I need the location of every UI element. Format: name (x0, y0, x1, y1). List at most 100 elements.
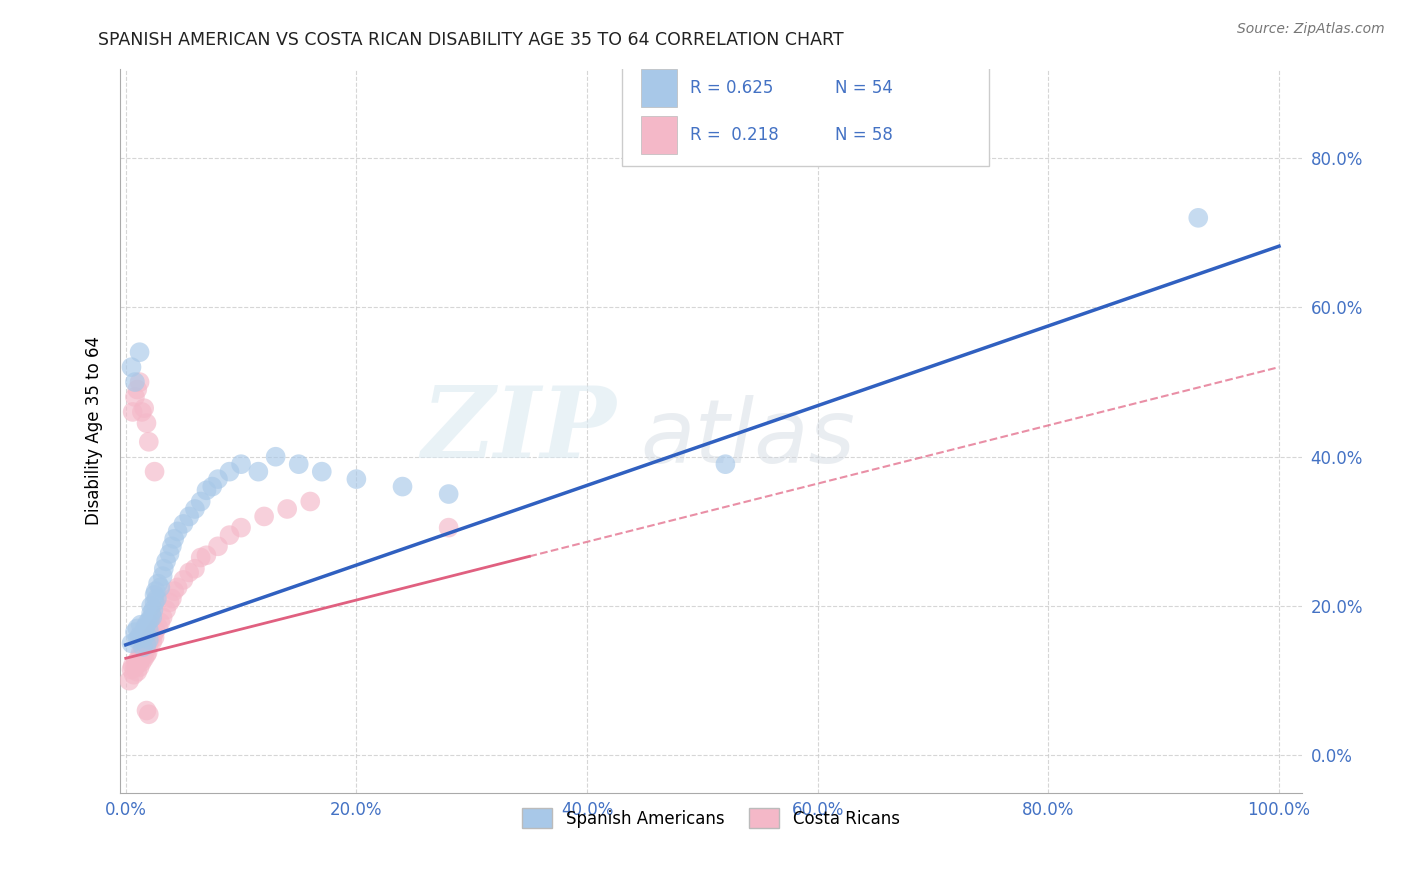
Point (143, 595, 166, 609)
Point (143, 631, 166, 645)
FancyBboxPatch shape (623, 65, 988, 166)
Point (127, 651, 149, 665)
Point (138, 632, 160, 647)
Y-axis label: Disability Age 35 to 64: Disability Age 35 to 64 (86, 336, 103, 525)
Point (135, 704, 157, 718)
Point (135, 638, 157, 652)
Point (299, 494, 322, 508)
Point (287, 457, 309, 471)
Point (276, 502, 298, 516)
Point (129, 645, 152, 659)
Point (127, 632, 149, 647)
Point (124, 660, 146, 674)
Point (124, 390, 146, 404)
Point (218, 465, 240, 479)
Point (134, 644, 156, 658)
Point (155, 603, 177, 617)
Point (138, 434, 160, 449)
Point (160, 591, 183, 606)
Point (160, 539, 183, 553)
Point (135, 627, 157, 641)
Point (247, 465, 270, 479)
Point (124, 625, 146, 640)
Point (127, 657, 149, 672)
Point (134, 620, 156, 634)
Point (184, 562, 207, 576)
Point (121, 636, 143, 650)
Point (172, 573, 194, 587)
Point (149, 580, 172, 594)
Text: N = 54: N = 54 (835, 79, 893, 97)
Point (134, 401, 156, 416)
Point (139, 629, 162, 643)
Point (344, 472, 367, 486)
Point (159, 547, 181, 561)
Point (145, 623, 167, 637)
Point (152, 569, 174, 583)
Point (132, 640, 155, 654)
Point (132, 631, 155, 645)
Point (141, 635, 163, 649)
Point (714, 457, 737, 471)
Point (128, 629, 150, 643)
Point (132, 642, 155, 657)
Point (135, 648, 157, 662)
Point (218, 528, 240, 542)
Point (190, 494, 212, 508)
Text: R = 0.625: R = 0.625 (690, 79, 773, 97)
Point (143, 588, 166, 602)
Point (146, 576, 169, 591)
Point (139, 607, 162, 621)
Point (138, 638, 160, 652)
Point (195, 483, 218, 498)
Point (139, 599, 162, 613)
FancyBboxPatch shape (641, 70, 676, 107)
Point (146, 591, 169, 606)
Text: atlas: atlas (640, 395, 855, 481)
Point (201, 479, 224, 493)
Point (127, 383, 149, 397)
Point (142, 603, 165, 617)
Text: ZIP: ZIP (422, 383, 616, 479)
Point (437, 521, 460, 535)
Point (391, 479, 413, 493)
Point (195, 548, 218, 562)
Point (184, 502, 207, 516)
Point (121, 360, 143, 375)
Point (122, 667, 145, 681)
Point (132, 648, 155, 662)
Text: Source: ZipAtlas.com: Source: ZipAtlas.com (1237, 22, 1385, 37)
Point (172, 516, 194, 531)
Text: SPANISH AMERICAN VS COSTA RICAN DISABILITY AGE 35 TO 64 CORRELATION CHART: SPANISH AMERICAN VS COSTA RICAN DISABILI… (98, 31, 844, 49)
Point (437, 487, 460, 501)
Point (229, 457, 252, 471)
Point (149, 615, 172, 630)
Point (311, 465, 333, 479)
Point (135, 640, 157, 654)
Point (229, 521, 252, 535)
Point (128, 660, 150, 674)
Point (134, 651, 156, 665)
Point (207, 472, 229, 486)
Point (131, 405, 153, 419)
Point (152, 610, 174, 624)
Point (155, 554, 177, 568)
Point (159, 595, 181, 609)
Point (253, 509, 276, 524)
Point (179, 566, 201, 580)
Point (121, 405, 143, 419)
Point (128, 375, 150, 389)
Point (121, 658, 143, 673)
Point (145, 584, 167, 599)
Point (129, 653, 152, 667)
Point (136, 615, 159, 630)
Point (139, 632, 162, 647)
Point (127, 665, 149, 679)
Point (264, 450, 287, 464)
Point (207, 539, 229, 553)
FancyBboxPatch shape (641, 116, 676, 154)
Legend: Spanish Americans, Costa Ricans: Spanish Americans, Costa Ricans (516, 801, 907, 835)
Point (138, 707, 160, 722)
Point (129, 617, 152, 632)
Text: N = 58: N = 58 (835, 126, 893, 145)
